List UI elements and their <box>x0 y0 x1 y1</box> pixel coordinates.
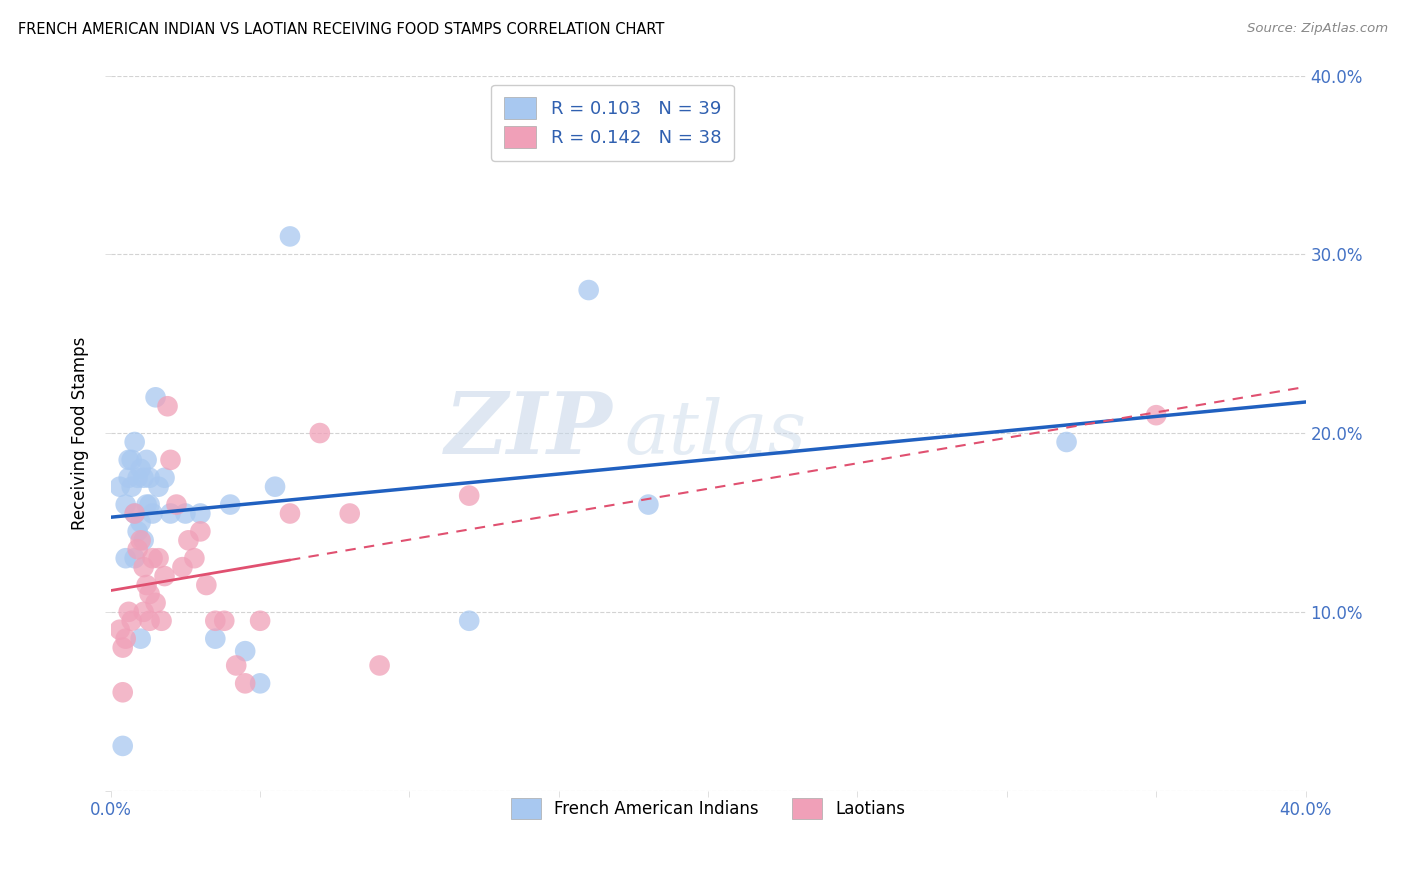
Point <box>148 551 170 566</box>
Point <box>129 516 152 530</box>
Point <box>177 533 200 548</box>
Point <box>1144 408 1167 422</box>
Point <box>278 507 301 521</box>
Point <box>156 399 179 413</box>
Point <box>1056 435 1078 450</box>
Point <box>124 507 146 521</box>
Point <box>458 489 481 503</box>
Point <box>111 640 134 655</box>
Point <box>166 498 188 512</box>
Point <box>108 480 131 494</box>
Point <box>118 605 141 619</box>
Point <box>172 560 194 574</box>
Point <box>124 551 146 566</box>
Point <box>637 498 659 512</box>
Point <box>135 498 157 512</box>
Point <box>132 605 155 619</box>
Point <box>233 676 256 690</box>
Point <box>111 739 134 753</box>
Point <box>129 462 152 476</box>
Point <box>458 614 481 628</box>
Point <box>204 614 226 628</box>
Point <box>233 644 256 658</box>
Point <box>368 658 391 673</box>
Point <box>118 453 141 467</box>
Point <box>124 507 146 521</box>
Point <box>150 614 173 628</box>
Text: FRENCH AMERICAN INDIAN VS LAOTIAN RECEIVING FOOD STAMPS CORRELATION CHART: FRENCH AMERICAN INDIAN VS LAOTIAN RECEIV… <box>18 22 665 37</box>
Point <box>159 453 181 467</box>
Point <box>132 471 155 485</box>
Point <box>159 507 181 521</box>
Point <box>129 533 152 548</box>
Point <box>195 578 218 592</box>
Point <box>148 480 170 494</box>
Point <box>214 614 236 628</box>
Point <box>121 453 143 467</box>
Point <box>121 614 143 628</box>
Point <box>127 542 149 557</box>
Point <box>190 507 212 521</box>
Point <box>145 390 167 404</box>
Point <box>204 632 226 646</box>
Point <box>225 658 247 673</box>
Point <box>138 471 160 485</box>
Point <box>142 551 165 566</box>
Point <box>278 229 301 244</box>
Text: atlas: atlas <box>624 397 807 469</box>
Point <box>174 507 197 521</box>
Point <box>111 685 134 699</box>
Point <box>127 471 149 485</box>
Point <box>114 632 136 646</box>
Point <box>142 507 165 521</box>
Point <box>121 480 143 494</box>
Point <box>138 498 160 512</box>
Point <box>153 569 176 583</box>
Point <box>264 480 287 494</box>
Point <box>190 524 212 539</box>
Point <box>138 614 160 628</box>
Point <box>118 471 141 485</box>
Point <box>339 507 361 521</box>
Point <box>249 676 271 690</box>
Point <box>108 623 131 637</box>
Point <box>132 533 155 548</box>
Point <box>135 578 157 592</box>
Point <box>114 551 136 566</box>
Point <box>127 524 149 539</box>
Point <box>124 435 146 450</box>
Point <box>129 632 152 646</box>
Y-axis label: Receiving Food Stamps: Receiving Food Stamps <box>72 336 89 530</box>
Text: Source: ZipAtlas.com: Source: ZipAtlas.com <box>1247 22 1388 36</box>
Point <box>114 498 136 512</box>
Point <box>138 587 160 601</box>
Point <box>308 425 330 440</box>
Point <box>135 453 157 467</box>
Point <box>183 551 205 566</box>
Point <box>219 498 242 512</box>
Point <box>578 283 600 297</box>
Point <box>153 471 176 485</box>
Point <box>132 560 155 574</box>
Text: ZIP: ZIP <box>444 388 613 471</box>
Point <box>145 596 167 610</box>
Point <box>249 614 271 628</box>
Legend: French American Indians, Laotians: French American Indians, Laotians <box>505 791 912 825</box>
